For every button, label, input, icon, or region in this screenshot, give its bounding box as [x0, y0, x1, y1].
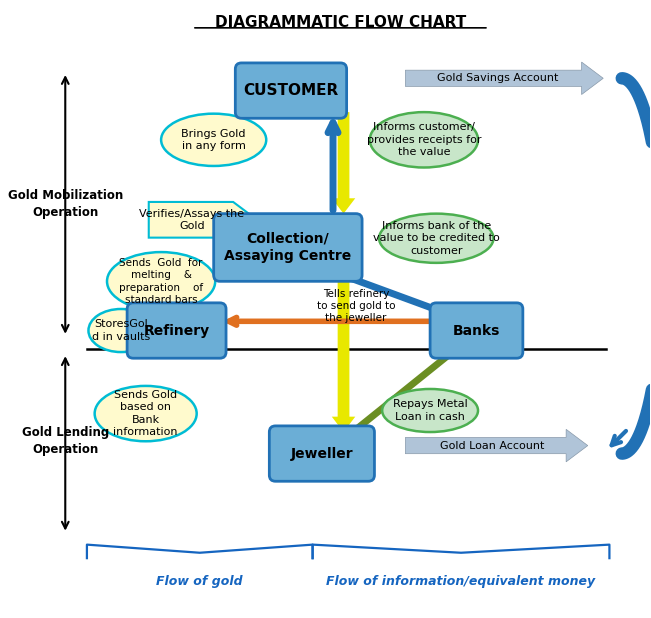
- FancyBboxPatch shape: [235, 63, 346, 118]
- Text: Sends Gold
based on
Bank
information: Sends Gold based on Bank information: [113, 390, 178, 437]
- FancyBboxPatch shape: [127, 303, 226, 358]
- FancyBboxPatch shape: [270, 426, 374, 481]
- Text: Brings Gold
in any form: Brings Gold in any form: [182, 129, 246, 151]
- Ellipse shape: [107, 252, 215, 310]
- FancyBboxPatch shape: [214, 214, 362, 281]
- Polygon shape: [148, 202, 257, 238]
- Text: Sends  Gold  for
melting    &
preparation    of
standard bars: Sends Gold for melting & preparation of …: [119, 258, 203, 305]
- Text: Flow of information/equivalent money: Flow of information/equivalent money: [326, 575, 596, 588]
- Text: Informs customer/
provides receipts for
the value: Informs customer/ provides receipts for …: [367, 122, 481, 157]
- Text: StoresGol
d in vaults: StoresGol d in vaults: [92, 320, 150, 342]
- Text: Gold Loan Account: Gold Loan Account: [439, 441, 544, 451]
- Ellipse shape: [161, 114, 266, 166]
- Ellipse shape: [89, 309, 154, 352]
- Text: DIAGRAMMATIC FLOW CHART: DIAGRAMMATIC FLOW CHART: [215, 15, 466, 30]
- Ellipse shape: [94, 386, 197, 441]
- Text: Informs bank of the
value to be credited to
customer: Informs bank of the value to be credited…: [373, 221, 500, 256]
- Ellipse shape: [370, 112, 478, 167]
- Text: Repays Metal
Loan in cash: Repays Metal Loan in cash: [393, 399, 467, 421]
- Polygon shape: [332, 275, 355, 432]
- Text: Gold Savings Account: Gold Savings Account: [437, 74, 559, 83]
- Text: Gold Lending
Operation: Gold Lending Operation: [21, 426, 109, 456]
- Ellipse shape: [379, 214, 493, 263]
- Text: Collection/
Assaying Centre: Collection/ Assaying Centre: [224, 232, 352, 263]
- Text: Banks: Banks: [453, 324, 500, 337]
- Text: Verifies/Assays the
Gold: Verifies/Assays the Gold: [139, 209, 245, 231]
- Ellipse shape: [382, 389, 478, 432]
- Polygon shape: [406, 430, 588, 462]
- Text: Tells refinery
to send gold to
the jeweller: Tells refinery to send gold to the jewel…: [316, 289, 395, 323]
- Text: CUSTOMER: CUSTOMER: [243, 83, 339, 98]
- FancyBboxPatch shape: [430, 303, 523, 358]
- Polygon shape: [406, 62, 603, 95]
- Text: Gold Mobilization
Operation: Gold Mobilization Operation: [8, 189, 123, 219]
- Text: Flow of gold: Flow of gold: [156, 575, 243, 588]
- Text: Refinery: Refinery: [143, 324, 210, 337]
- Text: Jeweller: Jeweller: [290, 447, 353, 460]
- Polygon shape: [332, 112, 355, 214]
